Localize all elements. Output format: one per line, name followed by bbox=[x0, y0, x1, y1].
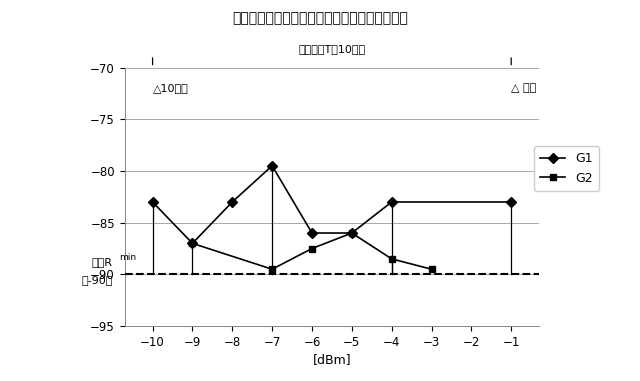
Text: △ 現在: △ 現在 bbox=[511, 83, 536, 93]
G1 bbox=[348, 231, 356, 235]
X-axis label: [dBm]: [dBm] bbox=[312, 353, 351, 366]
Text: △10秒前: △10秒前 bbox=[152, 83, 188, 93]
G2 bbox=[428, 267, 435, 272]
G1 bbox=[308, 231, 316, 235]
Text: 閾値R: 閾値R bbox=[92, 257, 113, 267]
G2 bbox=[308, 246, 316, 251]
Text: min: min bbox=[118, 253, 136, 262]
G2 bbox=[348, 231, 356, 235]
G1 bbox=[508, 200, 515, 204]
Text: 電波強度の時系列変化を示す説明図（その１）: 電波強度の時系列変化を示す説明図（その１） bbox=[232, 11, 408, 26]
Legend: G1, G2: G1, G2 bbox=[534, 146, 599, 191]
Text: （-90）: （-90） bbox=[81, 275, 113, 285]
Text: 所定期間T（10秒）: 所定期間T（10秒） bbox=[298, 43, 365, 54]
G1 bbox=[189, 241, 196, 246]
Line: G1: G1 bbox=[149, 162, 515, 247]
G1 bbox=[228, 200, 236, 204]
G1 bbox=[148, 200, 156, 204]
G1 bbox=[268, 163, 276, 168]
G2 bbox=[268, 267, 276, 272]
G1 bbox=[388, 200, 396, 204]
G2 bbox=[388, 256, 396, 261]
G2 bbox=[189, 241, 196, 246]
Line: G2: G2 bbox=[189, 229, 435, 273]
